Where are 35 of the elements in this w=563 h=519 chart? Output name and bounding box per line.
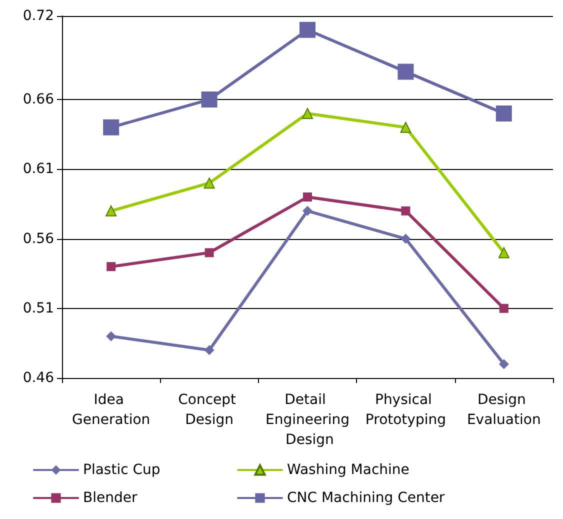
- x-tick-label: Concept Design: [178, 392, 240, 428]
- y-tick-label: 0.66: [22, 92, 54, 108]
- y-tick-label: 0.56: [22, 230, 54, 247]
- point: [204, 248, 214, 258]
- point: [106, 331, 116, 342]
- point: [499, 304, 508, 313]
- point: [204, 345, 214, 356]
- y-tick-label: 0.72: [22, 8, 54, 24]
- legend-label: Plastic Cup: [83, 462, 160, 478]
- point: [300, 22, 316, 38]
- point: [106, 262, 116, 272]
- point: [400, 122, 412, 133]
- point: [398, 64, 414, 80]
- x-tick-label: Physical Prototyping: [365, 392, 446, 428]
- point: [106, 205, 117, 216]
- point: [498, 247, 510, 258]
- x-tick-label: Design Evaluation: [466, 392, 541, 428]
- y-tick-label: 0.51: [22, 300, 54, 316]
- point: [103, 119, 120, 136]
- legend-label: CNC Machining Center: [287, 490, 445, 506]
- x-tick-label: Detail Engineering Design: [266, 392, 350, 448]
- point: [400, 234, 411, 244]
- point: [496, 105, 512, 122]
- point: [302, 108, 313, 119]
- x-tick-label: Idea Generation: [72, 392, 150, 428]
- legend-label: Blender: [83, 490, 138, 506]
- point: [498, 359, 509, 370]
- point: [204, 178, 215, 189]
- point: [201, 92, 218, 108]
- point: [401, 206, 410, 216]
- y-tick-label: 0.46: [22, 370, 54, 386]
- point: [303, 192, 312, 202]
- point: [302, 206, 312, 216]
- y-tick-label: 0.61: [22, 161, 54, 178]
- legend-label: Washing Machine: [287, 462, 410, 478]
